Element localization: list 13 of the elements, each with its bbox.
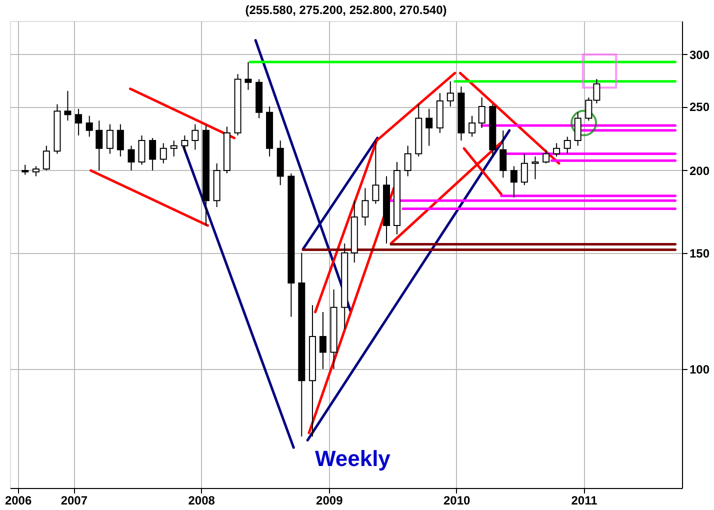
- x-tick-label: 2009: [316, 494, 344, 508]
- x-tick-label: 2006: [4, 494, 32, 508]
- annotation: Weekly: [315, 446, 392, 471]
- x-tick-label: 2011: [571, 494, 598, 508]
- y-tick-label: 250: [690, 100, 710, 114]
- y-tick-label: 300: [690, 48, 710, 62]
- y-tick-label: 200: [690, 164, 710, 178]
- y-tick-label: 150: [690, 246, 710, 260]
- x-tick-label: 2010: [443, 494, 471, 508]
- x-tick-label: 2008: [188, 494, 216, 508]
- chart-title: (255.580, 275.200, 252.800, 270.540): [245, 3, 447, 17]
- x-tick-label: 2007: [60, 494, 88, 508]
- y-tick-label: 100: [690, 362, 710, 376]
